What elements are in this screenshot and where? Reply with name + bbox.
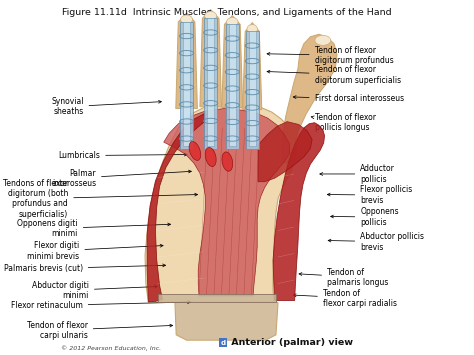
Bar	[204, 18, 218, 149]
Polygon shape	[145, 103, 297, 302]
Text: Opponens
pollicis: Opponens pollicis	[331, 207, 399, 227]
Text: Flexor digiti
minimi brevis: Flexor digiti minimi brevis	[27, 241, 163, 261]
FancyBboxPatch shape	[219, 338, 227, 347]
Polygon shape	[222, 16, 243, 108]
Ellipse shape	[227, 17, 238, 26]
Text: Palmaris brevis (cut): Palmaris brevis (cut)	[4, 264, 165, 273]
Text: Tendon of flexor
carpi ulnaris: Tendon of flexor carpi ulnaris	[27, 321, 173, 340]
Ellipse shape	[222, 152, 233, 171]
Text: Flexor retinaculum: Flexor retinaculum	[11, 301, 191, 310]
Bar	[180, 22, 193, 149]
Bar	[207, 18, 214, 146]
Text: Abductor digiti
minimi: Abductor digiti minimi	[32, 281, 157, 300]
Ellipse shape	[205, 11, 217, 20]
Bar	[248, 32, 256, 146]
Polygon shape	[164, 109, 290, 296]
Bar	[226, 24, 239, 149]
Text: Adductor
pollicis: Adductor pollicis	[320, 164, 395, 184]
Text: Anterior (palmar) view: Anterior (palmar) view	[228, 338, 353, 347]
Bar	[228, 24, 236, 146]
Polygon shape	[175, 300, 278, 340]
Ellipse shape	[189, 142, 201, 160]
Text: Opponens digiti
minimi: Opponens digiti minimi	[17, 219, 171, 239]
Polygon shape	[273, 123, 325, 301]
Polygon shape	[200, 10, 221, 107]
Text: Tendon of flexor
digitorum profundus: Tendon of flexor digitorum profundus	[267, 46, 393, 65]
Text: Tendon of
palmaris longus: Tendon of palmaris longus	[299, 268, 388, 287]
Text: Lumbricals: Lumbricals	[58, 151, 187, 160]
Text: Flexor pollicis
brevis: Flexor pollicis brevis	[328, 185, 412, 205]
Text: First dorsal interosseus: First dorsal interosseus	[293, 94, 404, 104]
Bar	[246, 32, 259, 149]
Polygon shape	[258, 122, 312, 182]
Text: Tendons of flexor
digitorum (both
profundus and
superficialis): Tendons of flexor digitorum (both profun…	[3, 179, 198, 219]
Text: Abductor pollicis
brevis: Abductor pollicis brevis	[328, 232, 424, 252]
Bar	[183, 22, 191, 146]
Bar	[157, 294, 276, 302]
Text: Synovial
sheaths: Synovial sheaths	[51, 97, 161, 116]
Ellipse shape	[205, 147, 216, 166]
Text: Tendon of
flexor carpi radialis: Tendon of flexor carpi radialis	[293, 289, 397, 308]
Ellipse shape	[315, 36, 331, 45]
Text: d: d	[220, 340, 225, 346]
Text: Tendon of flexor
digitorum superficialis: Tendon of flexor digitorum superficialis	[267, 65, 401, 84]
Text: Palmar
interosseus: Palmar interosseus	[52, 169, 191, 188]
Ellipse shape	[181, 15, 192, 24]
Polygon shape	[147, 113, 205, 302]
Ellipse shape	[247, 24, 257, 33]
Text: Tendon of flexor
pollicis longus: Tendon of flexor pollicis longus	[311, 113, 375, 132]
Polygon shape	[243, 23, 262, 110]
Polygon shape	[176, 13, 197, 109]
Polygon shape	[282, 34, 337, 163]
Text: © 2012 Pearson Education, Inc.: © 2012 Pearson Education, Inc.	[61, 345, 161, 351]
Text: Figure 11.11d  Intrinsic Muscles, Tendons, and Ligaments of the Hand: Figure 11.11d Intrinsic Muscles, Tendons…	[62, 8, 392, 17]
